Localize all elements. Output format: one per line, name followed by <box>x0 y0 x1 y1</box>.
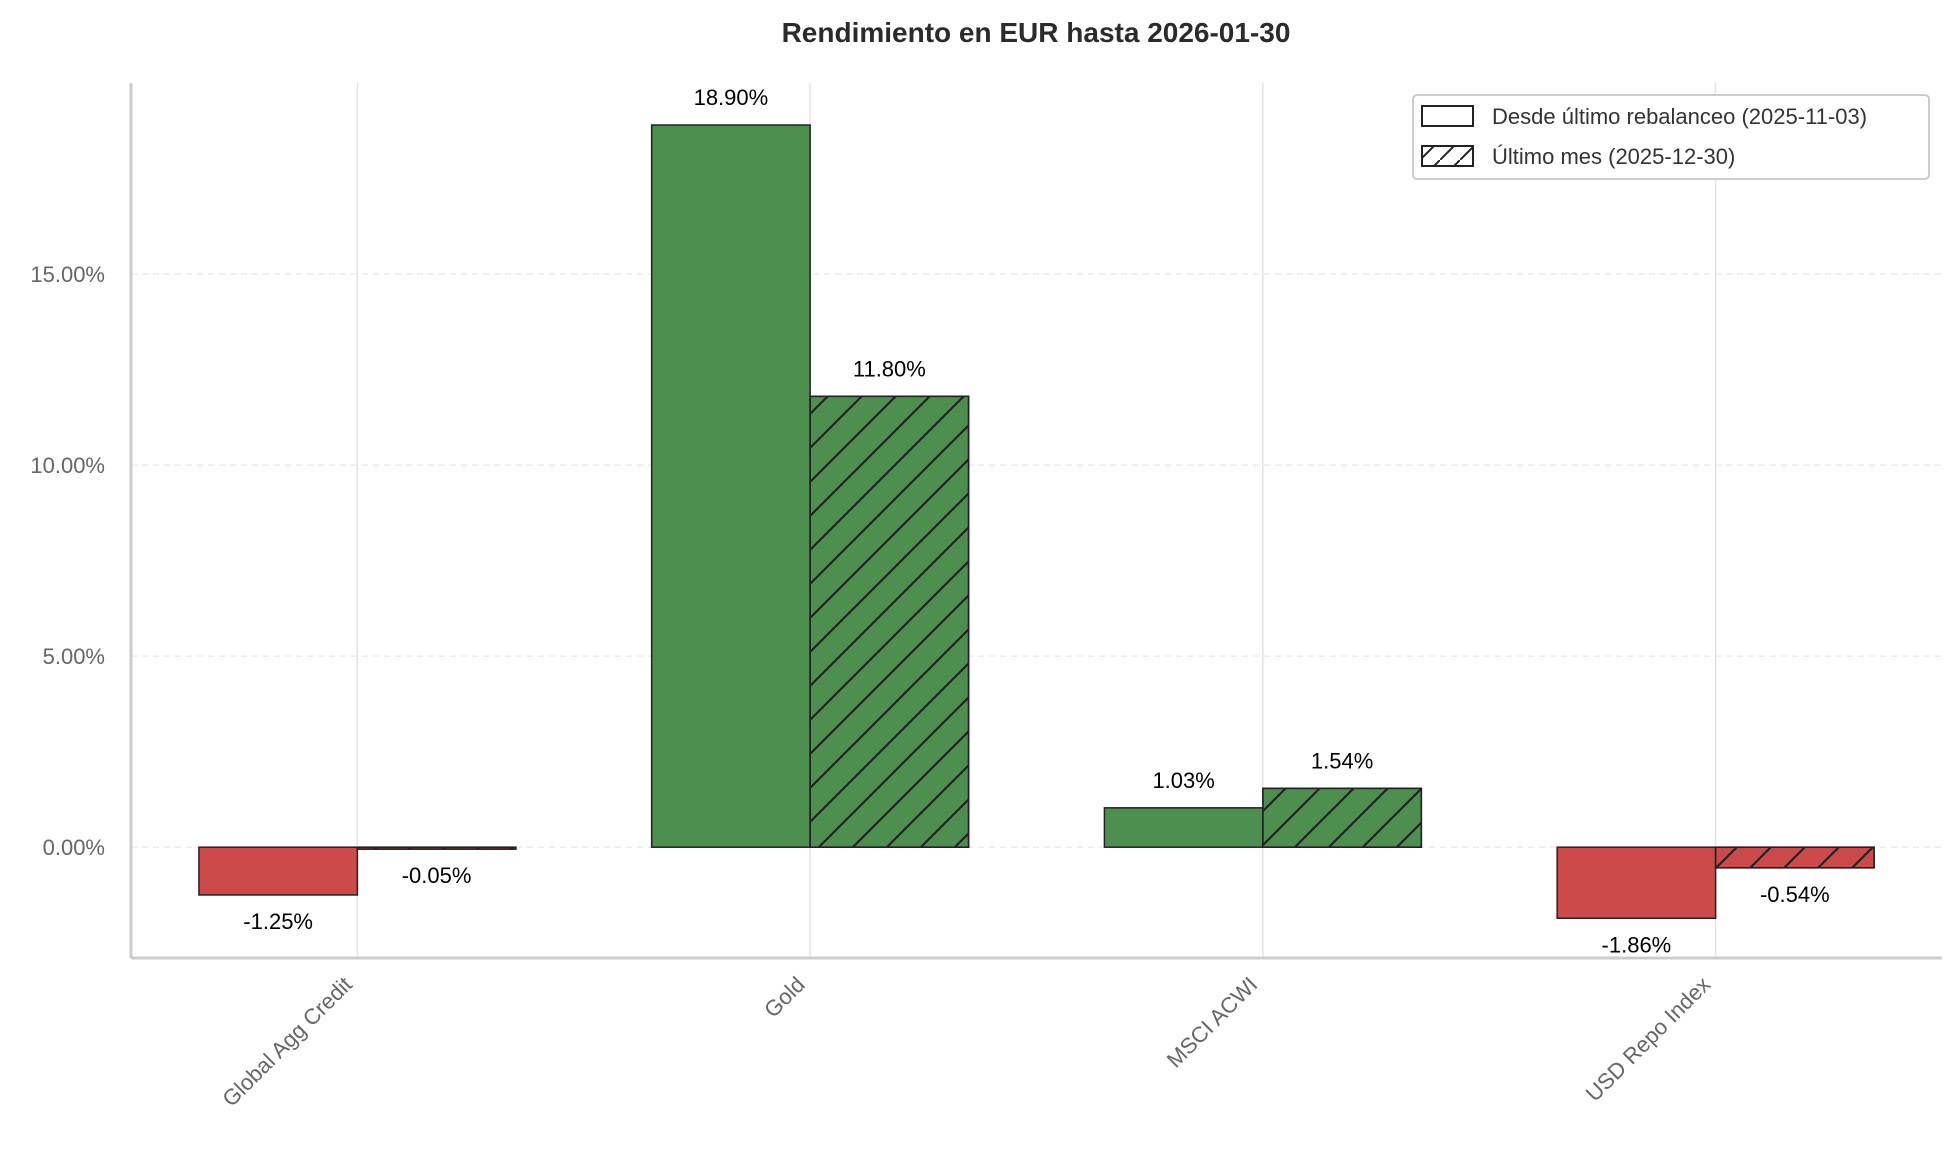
bar-hatch <box>356 846 517 850</box>
bars <box>198 124 1875 920</box>
data-label: -0.05% <box>402 863 472 888</box>
bar-rebalance <box>1103 807 1264 848</box>
data-label: 1.03% <box>1152 768 1214 793</box>
x-tick-label: USD Repo Index <box>1581 972 1715 1106</box>
y-tick-label: 5.00% <box>43 644 105 669</box>
bar-rebalance <box>650 124 811 848</box>
data-label: -0.54% <box>1760 882 1830 907</box>
legend-label-rebalance: Desde último rebalanceo (2025-11-03) <box>1492 104 1867 129</box>
legend-label-last-month: Último mes (2025-12-30) <box>1492 144 1735 169</box>
data-label: -1.86% <box>1602 932 1672 957</box>
x-tick-label: Global Agg Credit <box>217 972 357 1112</box>
data-label: 18.90% <box>694 85 769 110</box>
bar-hatch <box>1714 846 1875 869</box>
y-tick-label: 10.00% <box>30 453 105 478</box>
x-tick-label: Gold <box>759 972 810 1023</box>
data-label: -1.25% <box>243 909 313 934</box>
y-tick-label: 15.00% <box>30 262 105 287</box>
axes <box>129 83 1942 960</box>
legend-swatch-rebalance <box>1421 105 1474 127</box>
bar-hatch <box>1262 787 1423 848</box>
data-label: 1.54% <box>1311 748 1373 773</box>
legend: Desde último rebalanceo (2025-11-03) Últ… <box>1412 94 1930 180</box>
bar-hatch <box>809 395 970 848</box>
legend-frame <box>1412 94 1930 180</box>
legend-swatch-last-month <box>1421 145 1474 167</box>
grid <box>131 83 1942 958</box>
y-tick-label: 0.00% <box>43 835 105 860</box>
bar-rebalance <box>1556 846 1717 920</box>
data-label: 11.80% <box>853 356 926 381</box>
bar-rebalance <box>198 846 359 896</box>
chart-title: Rendimiento en EUR hasta 2026-01-30 <box>782 17 1291 48</box>
x-tick-label: MSCI ACWI <box>1162 972 1263 1073</box>
